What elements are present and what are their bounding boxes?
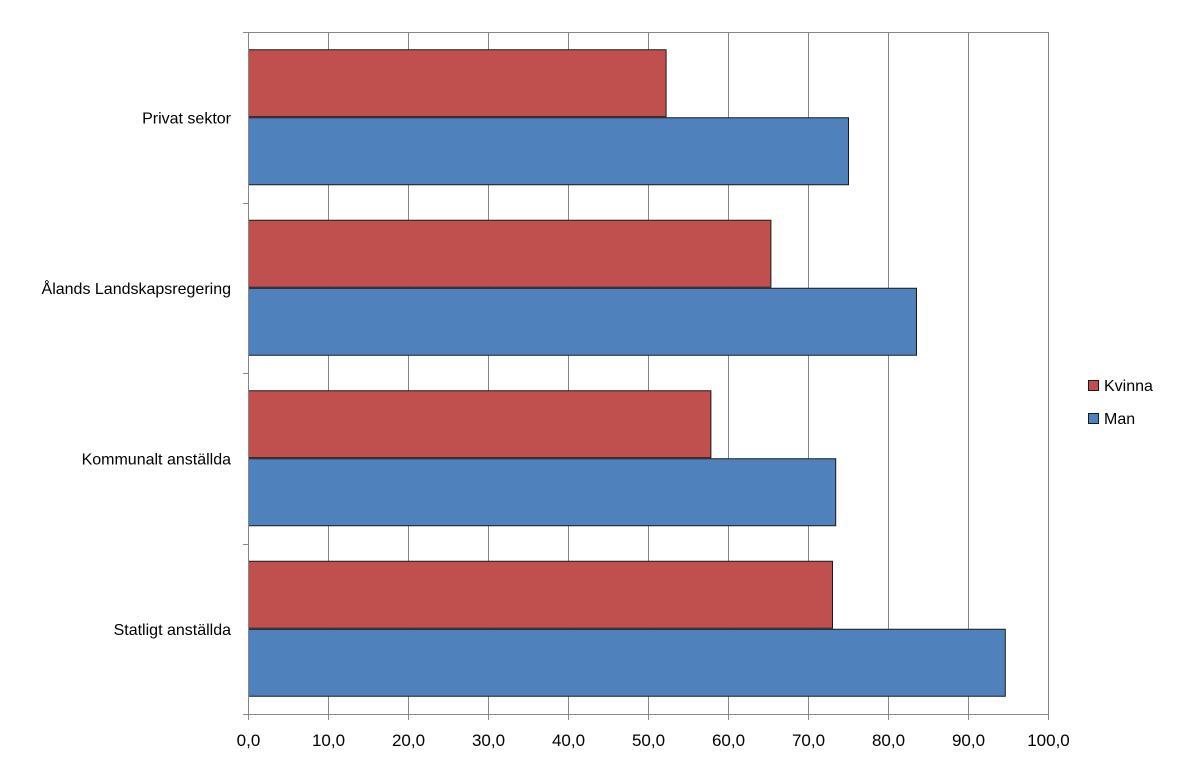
x-tick-label: 50,0 [632, 731, 665, 750]
category-label: Privat sektor [142, 110, 232, 127]
bar-kvinna-0 [248, 49, 667, 118]
x-tick-label: 100,0 [1027, 731, 1070, 750]
x-tick-label: 10,0 [312, 731, 345, 750]
bar-man-2 [248, 458, 837, 527]
legend-label-kvinna: Kvinna [1104, 378, 1153, 395]
bar-kvinna-1 [248, 219, 772, 288]
category-label: Kommunalt anställda [82, 451, 232, 468]
legend-swatch-man [1088, 413, 1099, 424]
category-label: Statligt anställda [114, 622, 232, 639]
bar-man-3 [248, 628, 1006, 697]
x-tick-label: 20,0 [392, 731, 425, 750]
bar-man-1 [248, 287, 917, 356]
legend-swatch-kvinna [1088, 380, 1099, 391]
bar-kvinna-2 [248, 390, 712, 459]
x-axis-ticks: 0,0 10,0 20,0 30,0 40,0 50,0 60,0 70,0 80,0 90,0 1… [237, 714, 1070, 750]
x-tick-label: 70,0 [792, 731, 825, 750]
y-axis-labels: Privat sektor Ålands Landskapsregering Kom… [42, 110, 232, 639]
category-label: Ålands Landskapsregering [42, 279, 231, 298]
legend-label-man: Man [1104, 411, 1135, 428]
x-tick-label: 60,0 [712, 731, 745, 750]
bars [248, 49, 1006, 697]
x-tick-label: 90,0 [952, 731, 985, 750]
legend: Kvinna Man [1088, 378, 1153, 428]
x-tick-label: 80,0 [872, 731, 905, 750]
x-tick-label: 40,0 [552, 731, 585, 750]
bar-kvinna-3 [248, 560, 833, 629]
x-tick-label: 30,0 [472, 731, 505, 750]
bar-man-0 [248, 117, 849, 186]
x-tick-label: 0,0 [237, 731, 261, 750]
